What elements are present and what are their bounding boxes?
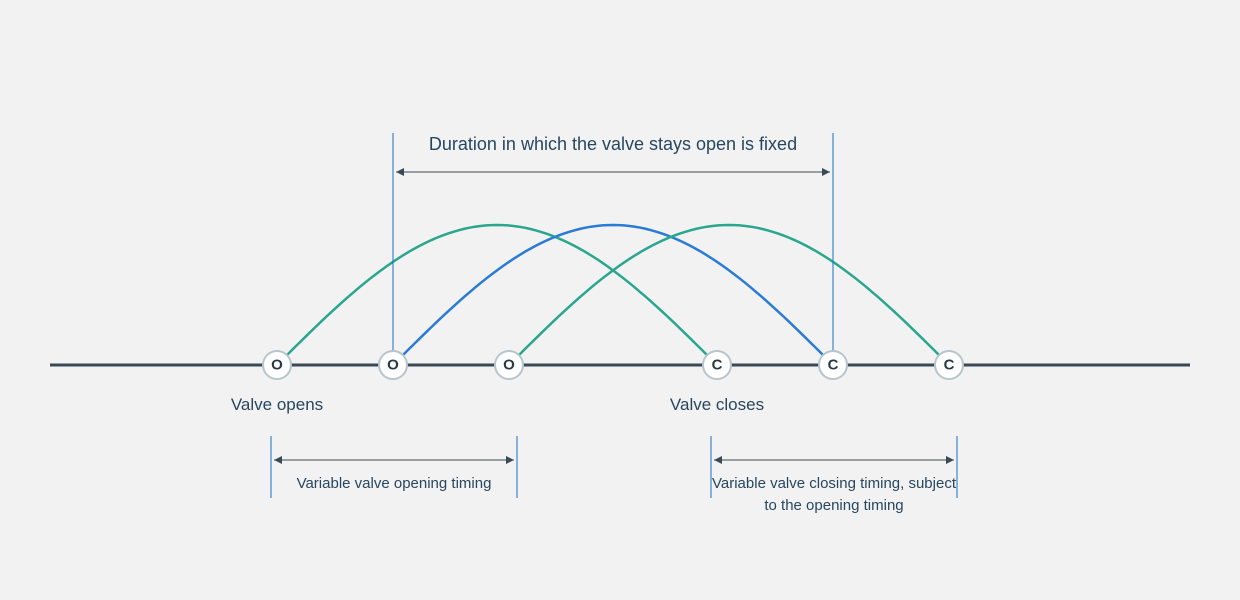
arrowhead [946, 456, 954, 464]
marker-open3-label: O [503, 357, 515, 374]
marker-close3-label: C [944, 357, 955, 374]
duration-label: Duration in which the valve stays open i… [429, 134, 797, 154]
arrowhead [714, 456, 722, 464]
valve-closes-label: Valve closes [670, 395, 764, 414]
marker-close3: C [935, 351, 963, 379]
closing-label-line0: Variable valve closing timing, subject [712, 475, 957, 492]
arrowhead [396, 168, 404, 176]
marker-open1-label: O [271, 357, 283, 374]
marker-close1: C [703, 351, 731, 379]
marker-open1: O [263, 351, 291, 379]
opening-label-line0: Variable valve opening timing [297, 475, 492, 492]
marker-close2: C [819, 351, 847, 379]
valve-opens-label: Valve opens [231, 395, 323, 414]
marker-open2-label: O [387, 357, 399, 374]
marker-open3: O [495, 351, 523, 379]
marker-close1-label: C [712, 357, 723, 374]
marker-close2-label: C [828, 357, 839, 374]
arrowhead [822, 168, 830, 176]
marker-open2: O [379, 351, 407, 379]
closing-label-line1: to the opening timing [764, 497, 903, 514]
arrowhead [506, 456, 514, 464]
arrowhead [274, 456, 282, 464]
curve-middle [393, 225, 833, 365]
